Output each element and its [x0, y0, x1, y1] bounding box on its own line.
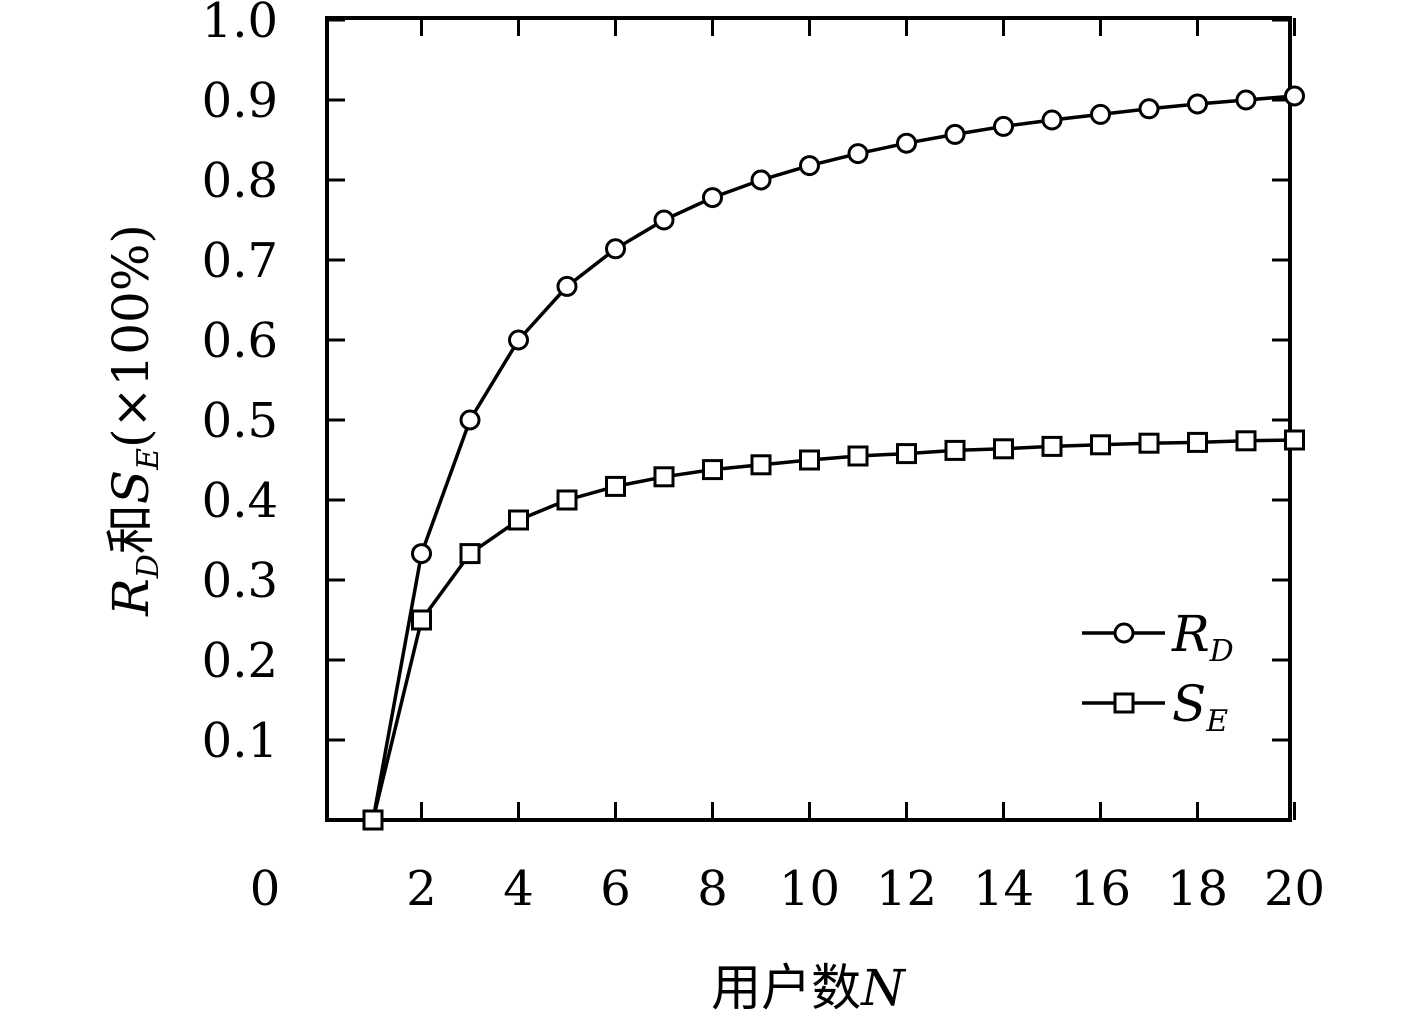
x-tick-label: 10 [779, 861, 840, 917]
data-point-SE [1041, 435, 1063, 457]
data-point-RD [1041, 109, 1063, 131]
legend-label-RD: RD [1171, 605, 1234, 669]
data-point-SE [1090, 434, 1111, 456]
data-point-SE [1187, 431, 1208, 453]
y-tick-label: 0.5 [202, 393, 278, 449]
series-layer [362, 85, 1305, 831]
data-point-RD [1138, 98, 1160, 120]
data-point-SE [605, 475, 626, 497]
y-axis: 0.1 0.2 0.3 0.4 0.5 0.6 0.7 0.8 0.9 1.0 [202, 0, 1290, 769]
legend-marker-SE [1113, 692, 1135, 714]
data-point-SE [750, 454, 772, 476]
data-point-SE [847, 445, 869, 467]
data-point-SE [362, 809, 384, 831]
x-tick-label: 8 [697, 861, 728, 917]
y-tick-label: 1.0 [202, 0, 278, 49]
data-point-RD [993, 115, 1014, 137]
x-tick-label: 16 [1070, 861, 1131, 917]
data-point-SE [944, 439, 966, 461]
series-SE [362, 429, 1305, 831]
data-point-SE [653, 466, 675, 488]
y-axis-label: RD和SE(×100%) [102, 224, 166, 617]
data-point-SE [508, 509, 529, 531]
series-RD [362, 85, 1305, 831]
x-tick-label: 2 [406, 861, 437, 917]
data-point-RD [1235, 89, 1257, 111]
y-tick-label: 0.2 [202, 633, 278, 689]
data-point-SE [1235, 430, 1257, 452]
x-tick-label: 6 [600, 861, 631, 917]
series-line-SE [371, 438, 1295, 821]
data-point-RD [605, 238, 626, 260]
data-point-SE [799, 449, 820, 471]
y-tick-label: 0.6 [202, 313, 278, 369]
data-point-SE [459, 543, 481, 565]
data-point-RD [508, 329, 529, 351]
data-point-SE [702, 459, 723, 481]
y-tick-label: 0.9 [202, 73, 278, 129]
data-point-SE [1284, 429, 1305, 451]
data-point-RD [653, 209, 675, 231]
data-point-SE [1138, 432, 1160, 454]
x-axis: 0 2 4 6 8 10 12 14 16 18 20 [250, 18, 1325, 917]
x-tick-label: 14 [973, 861, 1034, 917]
data-point-RD [1090, 103, 1111, 125]
data-point-RD [896, 132, 917, 154]
x-axis-label: 用户数N [711, 959, 907, 1016]
x-tick-label: 20 [1264, 861, 1325, 917]
legend-label-SE: SE [1172, 675, 1228, 739]
y-tick-label: 0.4 [202, 473, 278, 529]
data-point-RD [702, 187, 723, 209]
data-point-SE [993, 438, 1014, 460]
x-tick-label: 12 [876, 861, 937, 917]
data-point-RD [411, 543, 432, 565]
x-tick-label: 18 [1167, 861, 1228, 917]
data-point-RD [556, 275, 578, 297]
data-point-SE [411, 609, 432, 631]
data-point-RD [459, 409, 481, 431]
data-point-RD [1187, 93, 1208, 115]
y-tick-label: 0.7 [202, 233, 278, 289]
y-tick-label: 0.8 [202, 153, 278, 209]
y-tick-label: 0.1 [202, 713, 278, 769]
legend-marker-RD [1113, 622, 1135, 644]
data-point-SE [556, 489, 578, 511]
x-tick-label: 4 [503, 861, 534, 917]
data-point-RD [750, 169, 772, 191]
data-point-RD [944, 123, 966, 145]
x-tick-label-origin: 0 [250, 861, 281, 917]
data-point-SE [896, 443, 917, 465]
y-tick-label: 0.3 [202, 553, 278, 609]
data-point-RD [799, 155, 820, 177]
data-point-RD [847, 143, 869, 165]
data-point-RD [1284, 85, 1305, 107]
